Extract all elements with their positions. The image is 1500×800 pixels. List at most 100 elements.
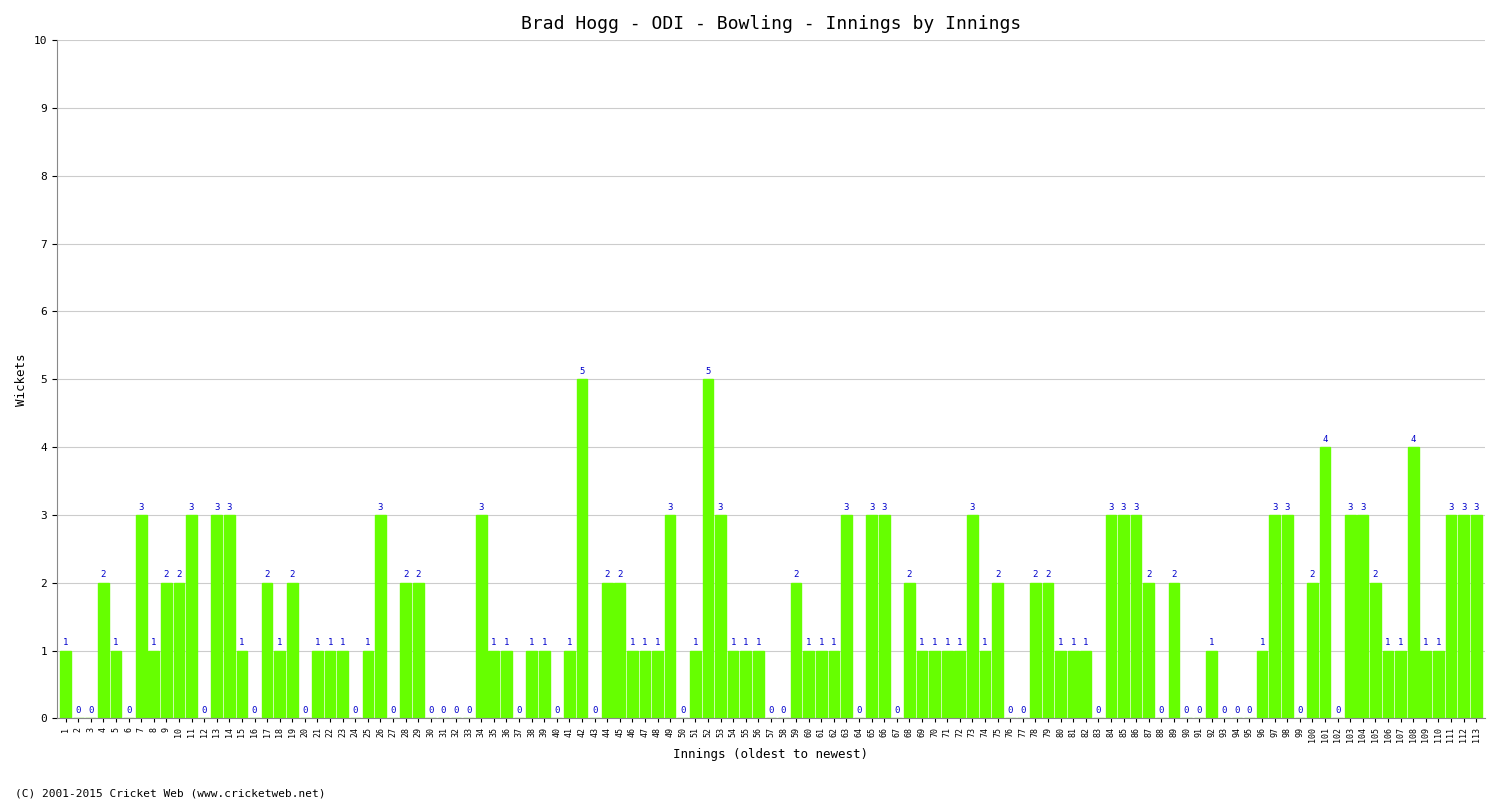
Text: 0: 0 bbox=[768, 706, 774, 715]
Bar bbox=[1320, 447, 1330, 718]
Text: 2: 2 bbox=[1172, 570, 1176, 579]
Text: 0: 0 bbox=[1197, 706, 1202, 715]
Bar bbox=[286, 582, 297, 718]
Bar bbox=[804, 650, 814, 718]
Bar bbox=[930, 650, 940, 718]
Text: 0: 0 bbox=[782, 706, 786, 715]
Text: 0: 0 bbox=[252, 706, 257, 715]
Text: 0: 0 bbox=[1298, 706, 1302, 715]
Text: 3: 3 bbox=[844, 502, 849, 511]
Bar bbox=[992, 582, 1004, 718]
Bar bbox=[538, 650, 549, 718]
Text: 1: 1 bbox=[63, 638, 69, 647]
Bar bbox=[338, 650, 348, 718]
Text: 1: 1 bbox=[278, 638, 282, 647]
Text: 3: 3 bbox=[378, 502, 382, 511]
Text: 0: 0 bbox=[554, 706, 560, 715]
Bar bbox=[501, 650, 512, 718]
Bar bbox=[828, 650, 839, 718]
Text: 3: 3 bbox=[1473, 502, 1479, 511]
Text: 2: 2 bbox=[404, 570, 408, 579]
Text: 1: 1 bbox=[542, 638, 548, 647]
Bar bbox=[716, 515, 726, 718]
Text: 1: 1 bbox=[238, 638, 244, 647]
Text: 1: 1 bbox=[742, 638, 748, 647]
Text: 1: 1 bbox=[504, 638, 509, 647]
Bar bbox=[375, 515, 386, 718]
Text: 3: 3 bbox=[1347, 502, 1353, 511]
Bar bbox=[904, 582, 915, 718]
Bar bbox=[816, 650, 827, 718]
Bar bbox=[274, 650, 285, 718]
Text: 3: 3 bbox=[668, 502, 674, 511]
Bar bbox=[60, 650, 70, 718]
Bar bbox=[1432, 650, 1444, 718]
Bar bbox=[136, 515, 147, 718]
Bar bbox=[1030, 582, 1041, 718]
Bar bbox=[1206, 650, 1216, 718]
Bar bbox=[160, 582, 171, 718]
Text: 0: 0 bbox=[75, 706, 81, 715]
Bar bbox=[211, 515, 222, 718]
X-axis label: Innings (oldest to newest): Innings (oldest to newest) bbox=[674, 748, 868, 761]
Text: 0: 0 bbox=[1008, 706, 1013, 715]
Bar bbox=[489, 650, 500, 718]
Text: 1: 1 bbox=[819, 638, 824, 647]
Bar bbox=[1408, 447, 1419, 718]
Bar bbox=[1054, 650, 1066, 718]
Bar bbox=[312, 650, 322, 718]
Bar bbox=[728, 650, 738, 718]
Bar bbox=[526, 650, 537, 718]
Bar bbox=[916, 650, 927, 718]
Text: 0: 0 bbox=[441, 706, 446, 715]
Bar bbox=[400, 582, 411, 718]
Bar bbox=[753, 650, 764, 718]
Text: 3: 3 bbox=[1108, 502, 1113, 511]
Bar bbox=[1446, 515, 1456, 718]
Bar bbox=[602, 582, 612, 718]
Bar bbox=[363, 650, 374, 718]
Text: 0: 0 bbox=[1020, 706, 1026, 715]
Text: 3: 3 bbox=[214, 502, 219, 511]
Text: 2: 2 bbox=[1310, 570, 1316, 579]
Text: 1: 1 bbox=[490, 638, 496, 647]
Text: 1: 1 bbox=[831, 638, 837, 647]
Text: 1: 1 bbox=[806, 638, 812, 647]
Bar bbox=[652, 650, 663, 718]
Bar bbox=[1370, 582, 1382, 718]
Bar bbox=[867, 515, 877, 718]
Text: 1: 1 bbox=[1071, 638, 1076, 647]
Text: 0: 0 bbox=[427, 706, 433, 715]
Bar bbox=[174, 582, 184, 718]
Bar bbox=[1106, 515, 1116, 718]
Text: 3: 3 bbox=[478, 502, 484, 511]
Text: 2: 2 bbox=[100, 570, 106, 579]
Text: 0: 0 bbox=[856, 706, 861, 715]
Text: 0: 0 bbox=[516, 706, 522, 715]
Text: 1: 1 bbox=[656, 638, 660, 647]
Text: 1: 1 bbox=[1083, 638, 1089, 647]
Bar bbox=[1269, 515, 1280, 718]
Bar bbox=[1358, 515, 1368, 718]
Text: 3: 3 bbox=[1461, 502, 1467, 511]
Bar bbox=[1118, 515, 1130, 718]
Text: 3: 3 bbox=[1360, 502, 1365, 511]
Text: 1: 1 bbox=[114, 638, 118, 647]
Text: 2: 2 bbox=[1032, 570, 1038, 579]
Text: 2: 2 bbox=[1046, 570, 1050, 579]
Bar bbox=[148, 650, 159, 718]
Bar bbox=[879, 515, 890, 718]
Bar bbox=[980, 650, 990, 718]
Bar bbox=[1420, 650, 1431, 718]
Text: 1: 1 bbox=[340, 638, 345, 647]
Bar bbox=[1257, 650, 1268, 718]
Text: 0: 0 bbox=[1246, 706, 1252, 715]
Text: 5: 5 bbox=[705, 367, 711, 376]
Bar bbox=[790, 582, 801, 718]
Text: 1: 1 bbox=[1386, 638, 1390, 647]
Bar bbox=[639, 650, 651, 718]
Text: 0: 0 bbox=[680, 706, 686, 715]
Text: 0: 0 bbox=[1234, 706, 1239, 715]
Text: 3: 3 bbox=[1272, 502, 1278, 511]
Bar bbox=[1458, 515, 1468, 718]
